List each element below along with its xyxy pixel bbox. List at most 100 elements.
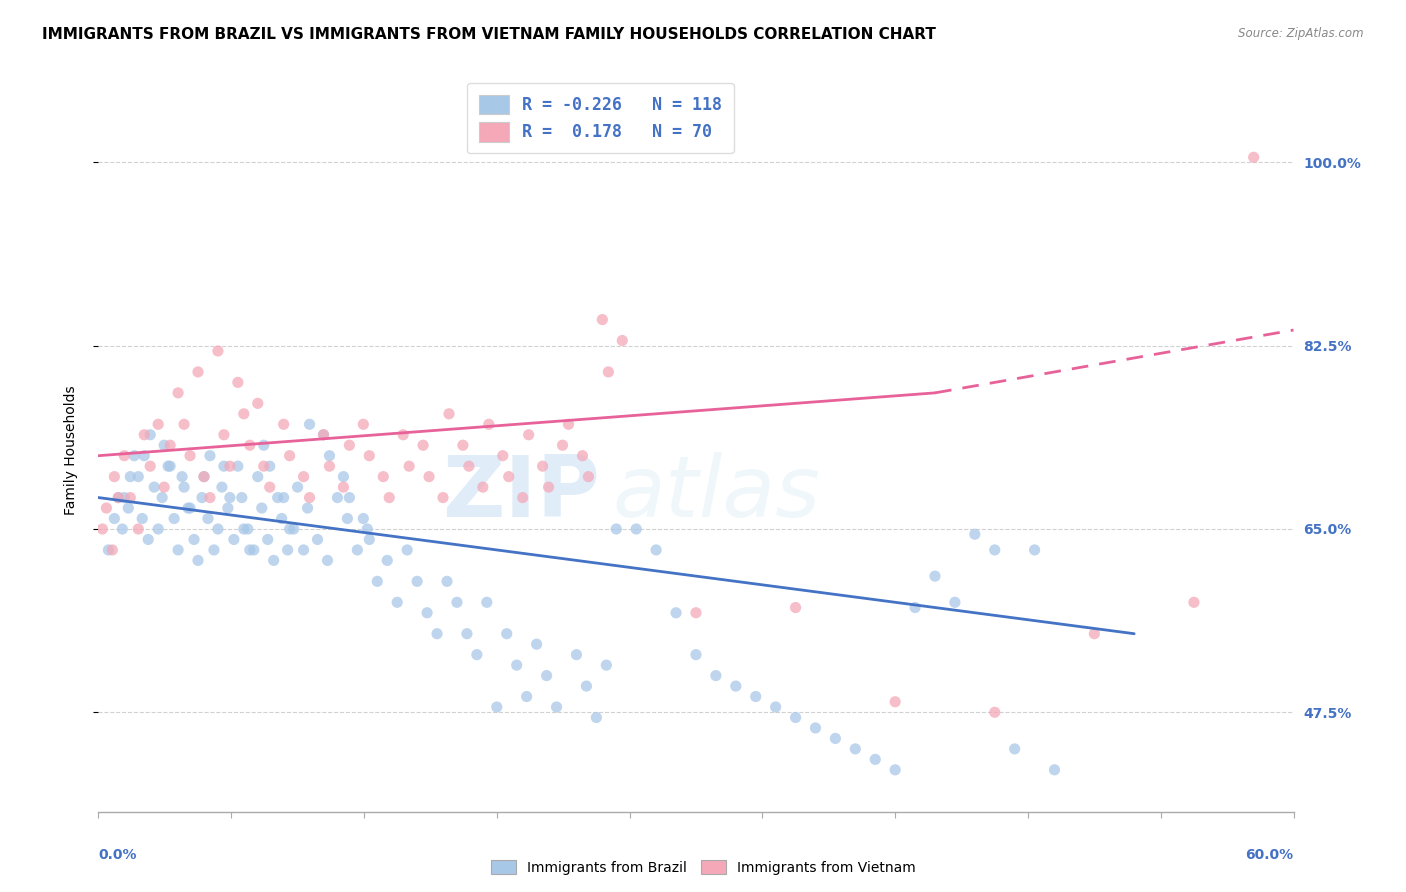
Point xyxy=(537,480,560,494)
Point xyxy=(159,438,181,452)
Point xyxy=(475,595,498,609)
Point xyxy=(352,417,374,432)
Point xyxy=(193,469,215,483)
Point xyxy=(191,491,214,505)
Point xyxy=(326,491,349,505)
Point xyxy=(202,543,225,558)
Point xyxy=(398,459,420,474)
Point xyxy=(578,469,600,483)
Point xyxy=(551,438,574,452)
Point xyxy=(785,710,807,724)
Point xyxy=(392,427,415,442)
Point xyxy=(598,365,620,379)
Point xyxy=(359,449,381,463)
Point xyxy=(685,606,707,620)
Point xyxy=(153,438,176,452)
Point xyxy=(270,511,292,525)
Text: 0.0%: 0.0% xyxy=(98,848,136,863)
Point xyxy=(824,731,846,746)
Point xyxy=(134,427,156,442)
Point xyxy=(150,491,173,505)
Point xyxy=(685,648,707,662)
Point xyxy=(167,385,190,400)
Point xyxy=(785,600,807,615)
Point xyxy=(865,752,887,766)
Point xyxy=(112,449,135,463)
Point xyxy=(485,700,508,714)
Point xyxy=(498,469,520,483)
Point xyxy=(412,438,434,452)
Point xyxy=(312,427,335,442)
Point xyxy=(446,595,468,609)
Point xyxy=(134,449,156,463)
Point xyxy=(531,459,554,474)
Point xyxy=(471,480,494,494)
Point xyxy=(256,533,278,547)
Point xyxy=(704,668,727,682)
Point xyxy=(167,543,190,558)
Point xyxy=(298,417,321,432)
Point xyxy=(512,491,534,505)
Point xyxy=(259,459,281,474)
Point xyxy=(139,427,162,442)
Point xyxy=(312,427,335,442)
Point xyxy=(187,365,209,379)
Point xyxy=(571,449,593,463)
Point xyxy=(278,449,301,463)
Point xyxy=(904,600,927,615)
Point xyxy=(884,763,907,777)
Point xyxy=(526,637,548,651)
Point xyxy=(943,595,966,609)
Text: 60.0%: 60.0% xyxy=(1246,848,1294,863)
Point xyxy=(107,491,129,505)
Point xyxy=(844,742,866,756)
Point xyxy=(127,522,149,536)
Legend: Immigrants from Brazil, Immigrants from Vietnam: Immigrants from Brazil, Immigrants from … xyxy=(485,855,921,880)
Point xyxy=(232,407,254,421)
Point xyxy=(373,469,395,483)
Point xyxy=(963,527,986,541)
Point xyxy=(298,491,321,505)
Text: Source: ZipAtlas.com: Source: ZipAtlas.com xyxy=(1239,27,1364,40)
Point xyxy=(385,595,409,609)
Point xyxy=(173,480,195,494)
Point xyxy=(236,522,259,536)
Point xyxy=(1243,150,1265,164)
Point xyxy=(984,705,1007,719)
Point xyxy=(924,569,946,583)
Point xyxy=(492,449,515,463)
Point xyxy=(136,533,159,547)
Point xyxy=(465,648,488,662)
Point xyxy=(375,553,398,567)
Point xyxy=(131,511,153,525)
Point xyxy=(595,658,617,673)
Point xyxy=(517,427,540,442)
Point xyxy=(120,469,142,483)
Point xyxy=(148,522,170,536)
Point xyxy=(352,511,374,525)
Point xyxy=(112,491,135,505)
Point xyxy=(143,480,166,494)
Point xyxy=(172,469,194,483)
Point xyxy=(416,606,439,620)
Point xyxy=(193,469,215,483)
Point xyxy=(259,480,281,494)
Point xyxy=(157,459,180,474)
Point xyxy=(239,543,262,558)
Point xyxy=(406,574,429,589)
Point xyxy=(91,522,114,536)
Point xyxy=(575,679,598,693)
Point xyxy=(884,695,907,709)
Point xyxy=(207,522,229,536)
Point xyxy=(231,491,253,505)
Point xyxy=(198,449,221,463)
Point xyxy=(585,710,607,724)
Point xyxy=(591,312,613,326)
Point xyxy=(243,543,266,558)
Point xyxy=(318,449,340,463)
Point xyxy=(153,480,176,494)
Point xyxy=(1004,742,1026,756)
Point xyxy=(198,491,221,505)
Point xyxy=(207,343,229,358)
Point xyxy=(101,543,124,558)
